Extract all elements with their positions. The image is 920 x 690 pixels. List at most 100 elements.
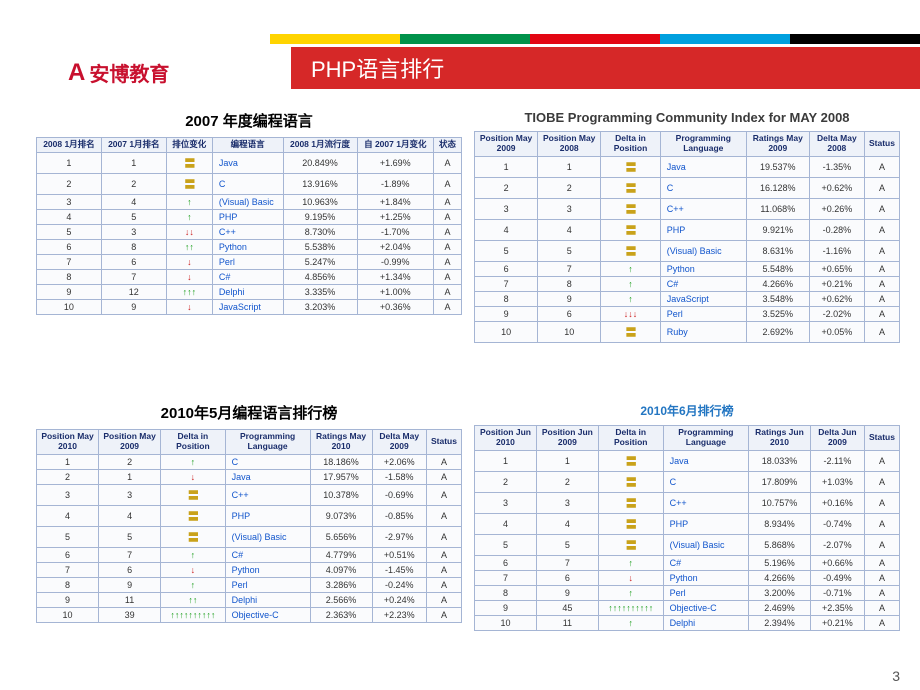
- delta-pos: 〓: [601, 240, 660, 261]
- pos-prev: 45: [536, 600, 598, 615]
- pos-current: 6: [37, 547, 99, 562]
- lang-name: C#: [663, 555, 749, 570]
- pos-current: 6: [475, 261, 538, 276]
- delta-pos: 〓: [598, 534, 663, 555]
- table-row: 33〓C++10.757%+0.16%A: [475, 492, 900, 513]
- rating: 4.856%: [283, 269, 357, 284]
- rating: 5.538%: [283, 239, 357, 254]
- table-row: 78↑C#4.266%+0.21%A: [475, 276, 900, 291]
- delta-val: +0.36%: [357, 299, 434, 314]
- col-header: Delta in Position: [601, 132, 660, 157]
- pos-prev: 7: [101, 269, 166, 284]
- pos-current: 6: [37, 239, 102, 254]
- status: A: [434, 194, 462, 209]
- delta-pos: 〓: [161, 505, 226, 526]
- panel-2007: 2007 年度编程语言 2008 1月排名2007 1月排名排位变化编程语言20…: [36, 110, 462, 392]
- delta-pos: ↑: [601, 261, 660, 276]
- rating: 17.957%: [310, 469, 372, 484]
- status: A: [434, 254, 462, 269]
- delta-pos: 〓: [598, 492, 663, 513]
- pos-current: 2: [37, 469, 99, 484]
- delta-val: -0.69%: [372, 484, 426, 505]
- col-header: Position May 2010: [37, 430, 99, 455]
- panel-2010-may: 2010年5月编程语言排行榜 Position May 2010Position…: [36, 402, 462, 680]
- pos-current: 1: [37, 152, 102, 173]
- delta-val: -2.07%: [810, 534, 864, 555]
- col-header: Ratings May 2009: [746, 132, 809, 157]
- table-row: 12↑C18.186%+2.06%A: [37, 454, 462, 469]
- rating: 8.934%: [749, 513, 811, 534]
- col-header: Delta Jun 2009: [810, 426, 864, 451]
- table-row: 1011↑Delphi2.394%+0.21%A: [475, 615, 900, 630]
- pos-current: 9: [475, 306, 538, 321]
- pos-prev: 8: [101, 239, 166, 254]
- pos-prev: 4: [101, 194, 166, 209]
- pos-prev: 1: [99, 469, 161, 484]
- table-row: 76↓Python4.097%-1.45%A: [37, 562, 462, 577]
- delta-pos: ↑: [166, 194, 212, 209]
- page-number: 3: [892, 668, 900, 684]
- delta-pos: ↑: [161, 577, 226, 592]
- delta-pos: ↑↑↑↑↑↑↑↑↑↑: [598, 600, 663, 615]
- status: A: [864, 261, 899, 276]
- col-header: Status: [865, 426, 900, 451]
- table-row: 44〓PHP9.073%-0.85%A: [37, 505, 462, 526]
- table-2008: Position May 2009Position May 2008Delta …: [474, 131, 900, 343]
- delta-pos: 〓: [598, 471, 663, 492]
- delta-pos: ↑: [598, 615, 663, 630]
- col-header: Status: [864, 132, 899, 157]
- pos-prev: 7: [99, 547, 161, 562]
- table-row: 89↑Perl3.286%-0.24%A: [37, 577, 462, 592]
- delta-val: +2.06%: [372, 454, 426, 469]
- pos-current: 3: [37, 194, 102, 209]
- pos-prev: 9: [538, 291, 601, 306]
- rating: 2.692%: [746, 321, 809, 342]
- delta-pos: ↓↓↓: [601, 306, 660, 321]
- table-row: 11〓Java18.033%-2.11%A: [475, 450, 900, 471]
- lang-name: Java: [225, 469, 310, 484]
- table-2007: 2008 1月排名2007 1月排名排位变化编程语言2008 1月流行度自 20…: [36, 137, 462, 315]
- pos-prev: 1: [101, 152, 166, 173]
- table-row: 55〓(Visual) Basic8.631%-1.16%A: [475, 240, 900, 261]
- pos-current: 10: [37, 607, 99, 622]
- col-header: 2008 1月流行度: [283, 138, 357, 153]
- status: A: [864, 156, 899, 177]
- col-header: 排位变化: [166, 138, 212, 153]
- pos-prev: 5: [99, 526, 161, 547]
- delta-val: -1.16%: [809, 240, 864, 261]
- pos-prev: 6: [536, 570, 598, 585]
- pos-prev: 2: [536, 471, 598, 492]
- panel-title: 2010年5月编程语言排行榜: [36, 402, 462, 423]
- delta-val: +0.16%: [810, 492, 864, 513]
- rating: 13.916%: [283, 173, 357, 194]
- status: A: [426, 592, 461, 607]
- delta-pos: 〓: [161, 526, 226, 547]
- delta-pos: ↓: [598, 570, 663, 585]
- status: A: [864, 321, 899, 342]
- status: A: [865, 555, 900, 570]
- panel-title: TIOBE Programming Community Index for MA…: [474, 110, 900, 125]
- table-row: 1039↑↑↑↑↑↑↑↑↑↑Objective-C2.363%+2.23%A: [37, 607, 462, 622]
- lang-name: Perl: [663, 585, 749, 600]
- lang-name: C++: [225, 484, 310, 505]
- status: A: [426, 469, 461, 484]
- table-row: 911↑↑Delphi2.566%+0.24%A: [37, 592, 462, 607]
- table-row: 53↓↓C++8.730%-1.70%A: [37, 224, 462, 239]
- delta-val: -1.70%: [357, 224, 434, 239]
- pos-current: 3: [37, 484, 99, 505]
- pos-prev: 11: [536, 615, 598, 630]
- table-row: 11〓Java19.537%-1.35%A: [475, 156, 900, 177]
- rating: 4.266%: [746, 276, 809, 291]
- pos-prev: 1: [538, 156, 601, 177]
- status: A: [434, 209, 462, 224]
- rating: 4.266%: [749, 570, 811, 585]
- table-row: 96↓↓↓Perl3.525%-2.02%A: [475, 306, 900, 321]
- page-title-bar: PHP语言排行: [291, 47, 920, 89]
- lang-name: Python: [660, 261, 746, 276]
- status: A: [865, 471, 900, 492]
- lang-name: PHP: [660, 219, 746, 240]
- pos-prev: 9: [99, 577, 161, 592]
- status: A: [864, 219, 899, 240]
- table-row: 912↑↑↑Delphi3.335%+1.00%A: [37, 284, 462, 299]
- col-header: 编程语言: [212, 138, 283, 153]
